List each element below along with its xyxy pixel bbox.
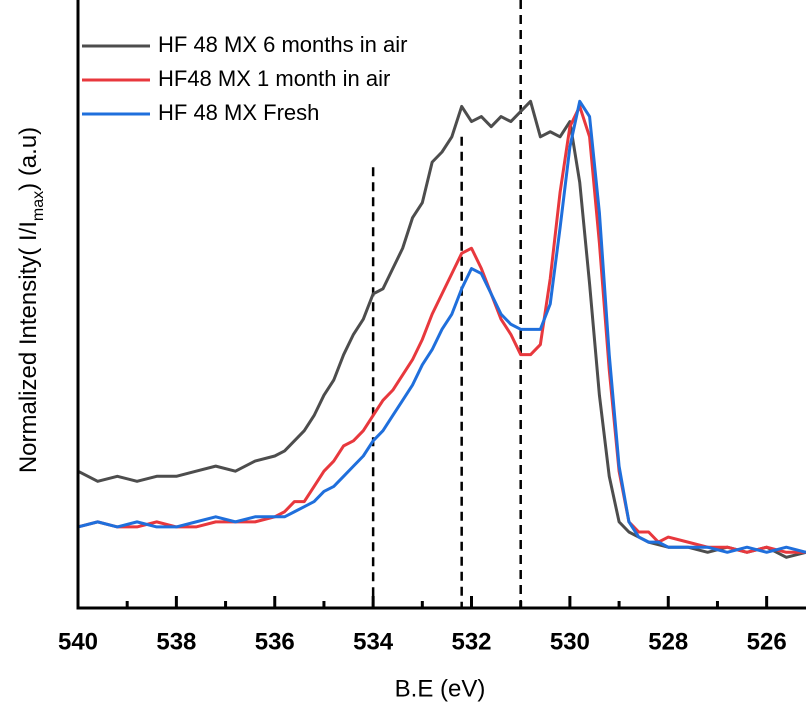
plot-lines: [78, 99, 806, 559]
x-tick-label: 530: [550, 628, 590, 655]
y-label-part: Normalized Intensity( I/I: [15, 221, 42, 473]
y-label-part: ) (a.u): [15, 127, 42, 191]
x-tick-label: 526: [747, 628, 787, 655]
x-axis-label: B.E (eV): [395, 675, 486, 702]
y-label-subscript: max: [30, 191, 47, 221]
y-axis-label: Normalized Intensity( I/Imax) (a.u): [15, 127, 46, 473]
x-tick-label: 532: [451, 628, 491, 655]
series-line: [78, 104, 806, 554]
x-tick-label: 538: [156, 628, 196, 655]
x-tick-label: 540: [58, 628, 98, 655]
legend-label: HF48 MX 1 month in air: [158, 66, 390, 91]
series-line: [78, 99, 806, 554]
x-tick-label: 528: [648, 628, 688, 655]
legend-label: HF 48 MX Fresh: [158, 100, 319, 125]
legend-label: HF 48 MX 6 months in air: [158, 32, 407, 57]
x-tick-label: 536: [255, 628, 295, 655]
x-tick-label: 534: [353, 628, 394, 655]
